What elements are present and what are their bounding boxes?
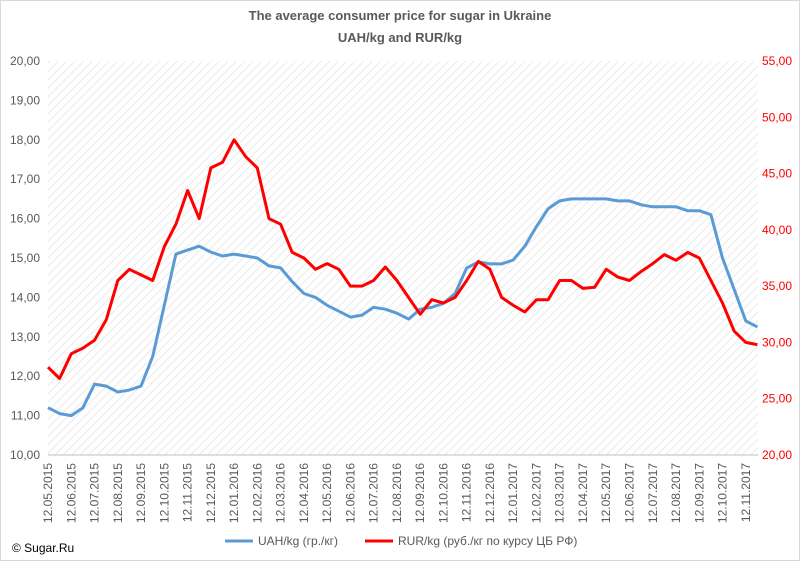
x-tick-label: 12.11.2015: [181, 463, 195, 522]
x-tick-label: 12.12.2016: [483, 463, 497, 523]
y-tick-label: 13,00: [10, 330, 40, 344]
y-tick-label: 15,00: [10, 251, 40, 265]
y-tick-label: 20,00: [10, 54, 40, 68]
x-tick-label: 12.08.2016: [390, 463, 404, 523]
y2-tick-label: 45,00: [762, 167, 792, 181]
x-tick-label: 12.10.2017: [716, 463, 730, 523]
x-tick-label: 12.06.2015: [64, 463, 78, 523]
chart-subtitle: UAH/kg and RUR/kg: [338, 30, 462, 45]
x-tick-label: 12.04.2016: [297, 463, 311, 523]
y2-tick-label: 40,00: [762, 223, 792, 237]
x-tick-label: 12.01.2016: [227, 463, 241, 523]
copyright: © Sugar.Ru: [12, 541, 74, 555]
y2-tick-label: 25,00: [762, 392, 792, 406]
x-tick-label: 12.11.2016: [460, 463, 474, 522]
chart-title: The average consumer price for sugar in …: [249, 8, 552, 23]
series-line: [46, 138, 758, 380]
plot-area: [48, 61, 758, 455]
y2-tick-label: 35,00: [762, 279, 792, 293]
x-tick-label: 12.10.2015: [157, 463, 171, 523]
y-tick-label: 17,00: [10, 172, 40, 186]
y2-tick-label: 55,00: [762, 54, 792, 68]
x-tick-label: 12.08.2015: [111, 463, 125, 523]
x-tick-label: 12.02.2017: [529, 463, 543, 523]
x-tick-label: 12.10.2016: [436, 463, 450, 523]
y-tick-label: 18,00: [10, 133, 40, 147]
legend-label: UAH/kg (гр./кг): [258, 534, 338, 548]
x-tick-label: 12.07.2015: [88, 463, 102, 523]
x-tick-label: 12.03.2017: [553, 463, 567, 523]
y-tick-label: 11,00: [11, 409, 40, 423]
y-tick-label: 10,00: [10, 448, 40, 462]
series-line: [47, 197, 759, 418]
y2-tick-label: 50,00: [762, 110, 792, 124]
y-tick-label: 16,00: [10, 212, 40, 226]
x-tick-label: 12.06.2016: [343, 463, 357, 523]
x-tick-label: 12.09.2015: [134, 463, 148, 523]
x-tick-label: 12.11.2017: [739, 463, 753, 522]
x-tick-label: 12.02.2016: [250, 463, 264, 523]
x-tick-label: 12.05.2017: [599, 463, 613, 523]
x-tick-label: 12.05.2015: [41, 463, 55, 523]
legend-label: RUR/kg (руб./кг по курсу ЦБ РФ): [398, 534, 577, 548]
x-tick-label: 12.08.2017: [669, 463, 683, 523]
y-tick-label: 14,00: [10, 290, 40, 304]
x-tick-label: 12.07.2017: [646, 463, 660, 523]
x-tick-label: 12.07.2016: [367, 463, 381, 523]
x-tick-label: 12.04.2017: [576, 463, 590, 523]
x-tick-label: 12.05.2016: [320, 463, 334, 523]
x-tick-label: 12.06.2017: [623, 463, 637, 523]
y-tick-label: 19,00: [10, 93, 40, 107]
y-tick-label: 12,00: [10, 369, 40, 383]
y2-tick-label: 20,00: [762, 448, 792, 462]
x-tick-label: 12.12.2015: [204, 463, 218, 523]
x-tick-label: 12.03.2016: [274, 463, 288, 523]
y2-tick-label: 30,00: [762, 335, 792, 349]
x-tick-label: 12.09.2016: [413, 463, 427, 523]
x-tick-label: 12.09.2017: [692, 463, 706, 523]
x-tick-label: 12.01.2017: [506, 463, 520, 523]
